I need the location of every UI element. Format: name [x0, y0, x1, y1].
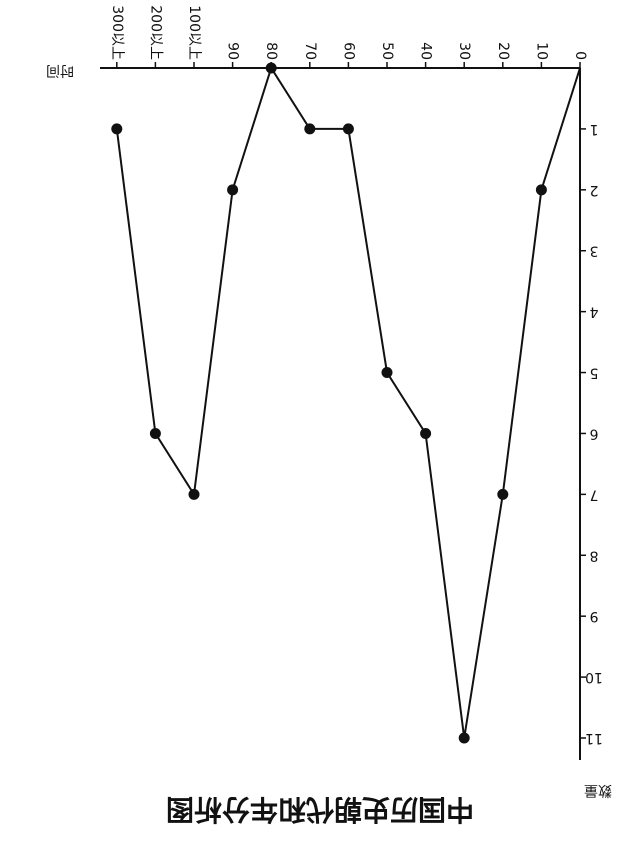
x-tick-label: 0 [572, 51, 588, 60]
data-point [111, 123, 123, 135]
x-tick-label: 100以上 [186, 5, 202, 60]
y-tick-label: 2 [590, 182, 599, 198]
x-tick-label: 70 [302, 42, 318, 60]
data-point [342, 123, 354, 135]
x-tick-label: 90 [225, 42, 241, 60]
y-tick-label: 8 [590, 547, 599, 563]
data-point [227, 184, 239, 196]
y-tick-label: 6 [589, 425, 598, 441]
y-tick-label: 3 [590, 243, 599, 259]
y-tick-label: 7 [590, 486, 599, 502]
x-tick-label: 30 [456, 42, 472, 60]
x-tick-label: 40 [418, 42, 434, 60]
x-tick-label: 10 [533, 42, 549, 60]
x-tick-label: 200以上 [147, 5, 163, 60]
y-tick-label: 9 [590, 608, 599, 624]
data-point [304, 123, 316, 135]
data-point [458, 732, 470, 744]
x-tick-label: 20 [495, 42, 511, 60]
x-tick-label: 60 [340, 42, 356, 60]
data-line [115, 65, 581, 739]
y-tick-label: 4 [589, 304, 598, 320]
data-point [188, 488, 200, 500]
data-point [535, 184, 547, 196]
x-tick-label: 80 [263, 42, 279, 60]
data-point [497, 488, 509, 500]
x-tick-label: 50 [379, 42, 395, 60]
y-axis-label: 数量 [584, 782, 612, 798]
x-axis-label: 时间 [46, 62, 74, 78]
data-point [265, 62, 277, 74]
data-point [420, 427, 432, 439]
data-point [381, 367, 393, 379]
y-tick-label: 5 [590, 365, 599, 381]
y-tick-label: 11 [585, 730, 603, 746]
y-tick-label: 10 [585, 669, 603, 685]
data-point [149, 427, 161, 439]
x-tick-label: 300以上 [109, 5, 125, 60]
y-tick-label: 1 [590, 121, 599, 137]
chart-title: 中国历史朝代和年分析图 [166, 793, 474, 826]
